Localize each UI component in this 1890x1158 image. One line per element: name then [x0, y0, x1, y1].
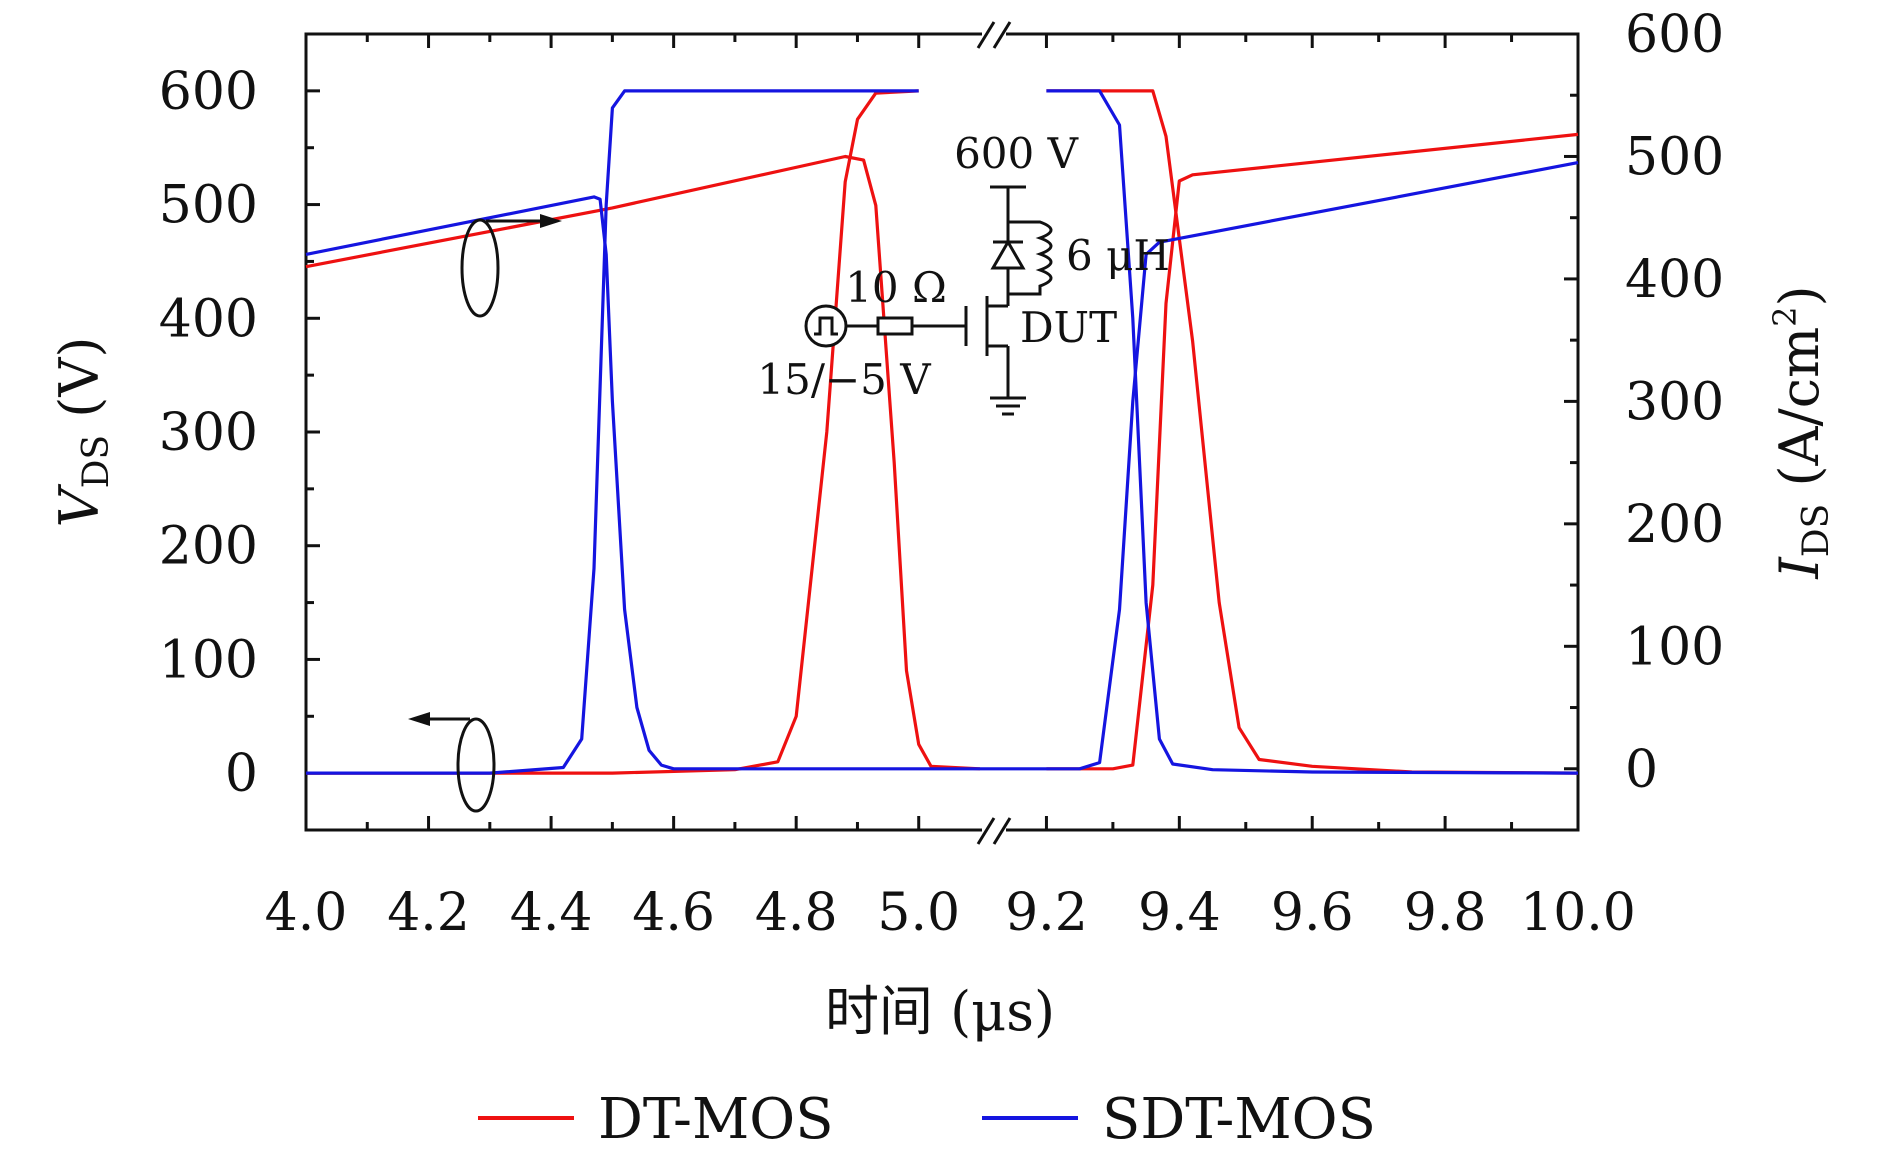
inductor-label: 6 μH [1066, 231, 1170, 280]
x-tick-label: 5.0 [877, 883, 960, 943]
legend: DT-MOS SDT-MOS [478, 1087, 1376, 1152]
left-axis-label: VDS (V) [48, 337, 117, 528]
series-sdt-mos-vds-line-segment-2 [1046, 89, 1579, 775]
y-right-tick-label: 300 [1625, 372, 1724, 432]
y-right-tick-label: 0 [1625, 740, 1658, 800]
circuit-inset [804, 185, 1053, 416]
pulse-waveform-icon [814, 316, 838, 336]
right-axis-pointer [460, 214, 562, 318]
y-left-tick-label: 400 [159, 289, 258, 349]
diode-icon [990, 238, 1026, 270]
series-dt-mos-ids-line-segment-2 [1046, 132, 1579, 771]
y-right-tick-label: 500 [1625, 127, 1724, 187]
y-left-tick-label: 600 [159, 62, 258, 122]
series-dt-mos-ids-line-segment-1 [305, 154, 981, 771]
y-left-tick-label: 300 [159, 403, 258, 463]
resistor-icon [876, 316, 914, 336]
legend-label-dt-mos: DT-MOS [598, 1087, 834, 1152]
x-tick-label: 4.0 [265, 883, 348, 943]
x-tick-label: 4.4 [510, 883, 593, 943]
x-tick-label: 10.0 [1520, 883, 1636, 943]
x-tick-label: 9.2 [1005, 883, 1088, 943]
y-right-tick-label: 600 [1625, 5, 1724, 65]
legend-label-sdt-mos: SDT-MOS [1102, 1087, 1376, 1152]
y-right-tick-label: 200 [1625, 495, 1724, 555]
resistor-label: 10 Ω [845, 263, 947, 312]
series-dt-mos-vds-line-segment-1 [306, 89, 919, 775]
series-sdt-mos-ids-line-segment-1 [305, 195, 980, 771]
y-right-tick-label: 100 [1625, 617, 1724, 677]
x-tick-label: 4.8 [755, 883, 838, 943]
x-tick-label: 4.2 [387, 883, 470, 943]
pulse-source-icon [804, 304, 848, 348]
gate-drive-label: 15/−5 V [757, 355, 931, 404]
y-right-tick-label: 400 [1625, 250, 1724, 310]
series-sdt-mos-ids-line-segment-2 [980, 161, 1579, 771]
supply-voltage-label: 600 V [954, 129, 1079, 178]
axis-ticks [304, 32, 1580, 832]
x-tick-label: 9.4 [1138, 883, 1221, 943]
x-axis-label: 时间 (μs) [825, 980, 1055, 1043]
y-left-tick-label: 100 [159, 630, 258, 690]
y-left-tick-label: 500 [159, 176, 258, 236]
tick-labels: 4.0 4.2 4.4 4.6 4.8 5.0 9.2 9.4 9.6 9.8 10.0 0 100 20… [159, 5, 1725, 943]
series-sdt-mos-vds-line-segment-1 [306, 89, 919, 775]
left-axis-pointer [408, 712, 496, 813]
y-left-tick-label: 200 [159, 517, 258, 577]
axis-break-marks [976, 21, 1012, 845]
right-axis-label: IDS (A/cm2) [1766, 285, 1837, 579]
y-left-tick-label: 0 [225, 744, 258, 804]
inductor-icon [1008, 220, 1053, 296]
x-tick-label: 9.6 [1271, 883, 1354, 943]
series-dt-mos-vds-line-segment-2 [1046, 89, 1579, 775]
x-tick-label: 9.8 [1404, 883, 1487, 943]
device-label: DUT [1020, 303, 1117, 352]
x-tick-label: 4.6 [632, 883, 715, 943]
series-layer [305, 89, 1579, 775]
